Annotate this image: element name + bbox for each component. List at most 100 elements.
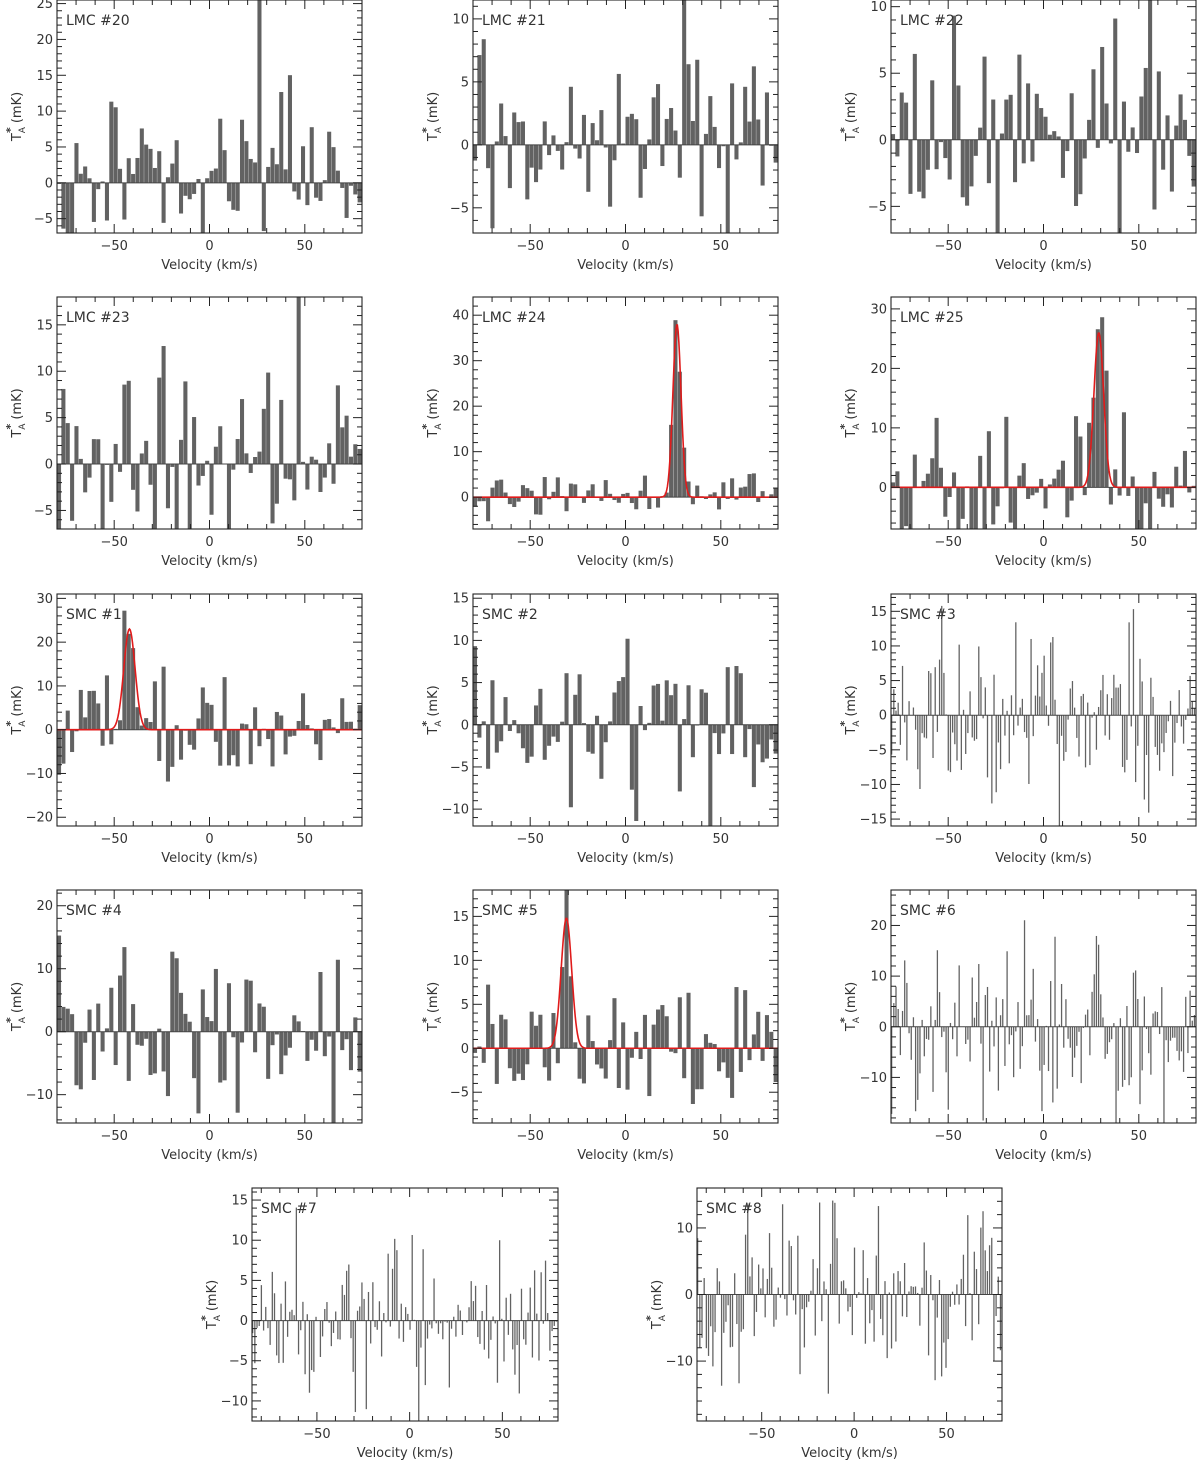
spectrum-bar: [873, 1294, 875, 1342]
spectrum-bar: [917, 1292, 919, 1295]
spectrum-bar: [1095, 935, 1098, 1027]
spectrum-bar: [764, 92, 769, 145]
spectrum-bar: [708, 1042, 713, 1049]
spectrum-bar: [1093, 974, 1095, 1027]
spectrum-bar: [1187, 487, 1192, 493]
spectrum-bar: [1036, 1019, 1039, 1027]
x-tick-label: 0: [1039, 1129, 1047, 1144]
spectrum-bar: [819, 1202, 821, 1295]
spectrum-bar: [61, 1006, 66, 1032]
spectrum-bar: [932, 715, 934, 758]
spectrum-bar: [1178, 1026, 1180, 1061]
spectrum-bar: [932, 1294, 934, 1301]
spectrum-bar: [187, 729, 192, 745]
spectrum-bar: [525, 1320, 527, 1345]
spectrum-bar: [930, 458, 935, 488]
spectrum-bar: [492, 1316, 494, 1321]
spectrum-bar: [327, 719, 332, 730]
spectrum-bar: [603, 724, 608, 743]
spectrum-bar: [1148, 487, 1153, 529]
spectrum-bar: [751, 66, 756, 145]
spectrum-bar: [792, 1294, 795, 1301]
spectrum-bar: [1121, 1026, 1124, 1087]
spectrum-bar: [834, 1202, 836, 1295]
spectrum-bar: [512, 1320, 514, 1350]
y-tick-label: −10: [860, 1071, 887, 1086]
spectrum-bar: [960, 715, 962, 770]
spectrum-bar: [257, 729, 262, 747]
spectrum-bar: [884, 1281, 886, 1295]
y-axis-label: TA* (mK): [4, 388, 28, 438]
spectrum-bar: [973, 1017, 976, 1027]
spectrum-bar: [621, 143, 626, 145]
spectrum-bar: [899, 1026, 901, 1056]
spectrum-bar: [292, 729, 297, 736]
spectrum-bar: [599, 724, 604, 779]
spectrum-bar: [1060, 983, 1063, 1027]
y-tick-label: 30: [36, 592, 53, 607]
panel-6: −50 0 50 −20 −10 0 10 20 30 Velocity (km/s) TA* (m…: [4, 592, 363, 866]
x-tick-label: 0: [205, 239, 213, 254]
plot-area: [891, 0, 1196, 233]
spectrum-bar: [573, 694, 578, 725]
spectrum-bar: [1139, 487, 1144, 529]
spectrum-bar: [805, 1294, 808, 1308]
spectrum-bar: [473, 646, 478, 725]
spectrum-bar: [283, 169, 288, 183]
spectrum-bar: [1084, 1014, 1087, 1027]
spectrum-bar: [590, 724, 595, 754]
spectrum-bar: [564, 890, 569, 1049]
spectrum-bar: [389, 1320, 391, 1327]
spectrum-bar: [906, 982, 908, 1027]
spectrum-bar: [893, 1273, 895, 1295]
spectrum-bar: [743, 86, 748, 145]
spectrum-bar: [925, 139, 930, 170]
spectrum-bar: [1021, 1026, 1023, 1047]
spectrum-bar: [486, 497, 491, 522]
spectrum-bar: [296, 720, 301, 730]
panel-title: SMC #3: [900, 607, 956, 623]
spectrum-bar: [547, 1313, 549, 1321]
spectrum-bar: [429, 1320, 431, 1325]
spectrum-bar: [157, 377, 162, 465]
spectrum-bar: [538, 144, 543, 170]
spectrum-bar: [1152, 471, 1157, 488]
spectrum-bar: [616, 681, 621, 725]
spectrum-bar: [690, 121, 695, 145]
spectrum-bar: [1004, 1026, 1006, 1066]
spectrum-bar: [1069, 1026, 1071, 1048]
spectrum-bar: [407, 1313, 409, 1321]
spectrum-bar: [538, 1320, 540, 1361]
y-tick-label: 0: [45, 723, 53, 738]
spectrum-bar: [669, 695, 674, 725]
spectrum-bar: [266, 372, 271, 465]
plot-area: [57, 0, 362, 233]
spectrum-bar: [1193, 708, 1196, 716]
spectrum-bar: [768, 1233, 771, 1295]
spectrum-bar: [864, 1294, 867, 1344]
spectrum-bar: [1052, 131, 1057, 140]
spectrum-bar: [1163, 715, 1165, 753]
spectrum-bar: [165, 729, 170, 782]
spectrum-bar: [642, 1014, 647, 1049]
spectrum-bar: [690, 497, 695, 505]
spectrum-bar: [758, 1264, 760, 1295]
y-tick-label: 10: [231, 1234, 248, 1249]
spectrum-bar: [956, 1284, 958, 1295]
spectrum-bar: [1165, 715, 1167, 733]
spectrum-bar: [100, 181, 105, 183]
spectrum-bar: [65, 710, 70, 730]
spectrum-bar: [287, 464, 292, 480]
spectrum-bar: [695, 59, 700, 145]
spectrum-bar: [126, 158, 131, 183]
spectrum-bar: [231, 182, 236, 210]
spectrum-bar: [83, 464, 88, 493]
spectrum-bar: [253, 1031, 258, 1053]
spectrum-bar: [1010, 695, 1013, 716]
spectrum-bar: [348, 1264, 350, 1321]
spectrum-bar: [148, 722, 153, 730]
spectrum-bar: [400, 1303, 402, 1321]
spectrum-bar: [923, 715, 925, 738]
spectrum-bar: [906, 1294, 908, 1318]
spectrum-bar: [405, 1307, 407, 1321]
